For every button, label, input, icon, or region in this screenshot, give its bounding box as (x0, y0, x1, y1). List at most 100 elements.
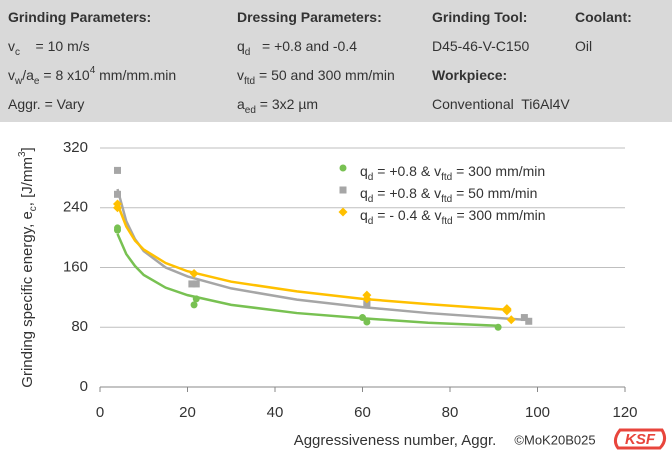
point (192, 295, 200, 303)
logo-text: KSF (625, 431, 656, 448)
subscript: ftd (441, 216, 452, 227)
point (114, 190, 121, 198)
trend-line (116, 188, 525, 322)
point (192, 280, 200, 288)
y-tick-label: 240 (63, 199, 88, 216)
point (359, 314, 366, 322)
header-line: Dressing Parameters: (237, 9, 382, 25)
text-part: Oil (575, 38, 592, 54)
x-axis-label: Aggressiveness number, Aggr. (294, 432, 497, 449)
header-line: Oil (575, 38, 592, 54)
point (502, 306, 512, 316)
point (113, 199, 122, 209)
text-part: Workpiece: (432, 67, 507, 83)
x-tick-label: 0 (96, 404, 104, 421)
x-tick-label: 80 (442, 404, 459, 421)
legend-label: qd = - 0.4 & vftd = 300 mm/min (360, 207, 546, 227)
superscript: 4 (90, 65, 96, 76)
point (362, 290, 372, 300)
point (114, 166, 121, 174)
text-part: ] (19, 147, 36, 151)
subscript: ftd (244, 76, 255, 87)
point (494, 323, 502, 331)
header-line: Grinding Tool: (432, 9, 527, 25)
point (190, 301, 198, 309)
x-tick-label: 20 (179, 404, 196, 421)
text-part: = 10 m/s (20, 38, 90, 54)
text-part: a (237, 96, 245, 112)
text-part: , [J/mm (19, 157, 36, 206)
text-part: = - 0.4 & v (373, 207, 441, 223)
point (506, 315, 516, 325)
subscript: c (28, 206, 39, 211)
text-part: = +0.8 & v (373, 185, 441, 201)
text-part: Grinding specific energy, e (19, 211, 36, 387)
trend-line (116, 233, 499, 328)
point (525, 317, 533, 325)
header-panel (0, 0, 672, 122)
text-part: q (360, 207, 368, 223)
text-part: Grinding Parameters: (8, 9, 151, 25)
text-part: v (8, 67, 15, 83)
header-line: aed = 3x2 µm (237, 96, 318, 116)
text-part: = 300 mm/min (452, 163, 545, 179)
subscript: ftd (441, 194, 452, 205)
text-part: Aggr. = Vary (8, 96, 84, 112)
text-part: Aggressiveness number, Aggr. (294, 432, 497, 449)
header-line: qd = +0.8 and -0.4 (237, 38, 357, 58)
header-line: Workpiece: (432, 67, 507, 83)
header-line: Conventional Ti6Al4V (432, 96, 570, 112)
subscript: ed (245, 105, 256, 116)
header-line: Grinding Parameters: (8, 9, 151, 25)
x-tick-label: 40 (267, 404, 284, 421)
subscript: d (368, 216, 374, 227)
point (363, 318, 371, 326)
text-part: = +0.8 and -0.4 (250, 38, 357, 54)
header-line: vc = 10 m/s (8, 38, 90, 58)
subscript: d (368, 194, 374, 205)
text-part: /a (22, 67, 34, 83)
text-part: = 300 mm/min (453, 207, 546, 223)
text-part: D45-46-V-C150 (432, 38, 529, 54)
legend-marker (339, 186, 347, 194)
y-tick-label: 320 (63, 139, 88, 156)
superscript: 3 (17, 151, 28, 157)
text-part: mm/mm.min (95, 67, 176, 83)
legend-label: qd = +0.8 & vftd = 50 mm/min (360, 185, 537, 205)
trend-line (116, 203, 512, 312)
text-part: Conventional Ti6Al4V (432, 96, 570, 112)
header-line: Aggr. = Vary (8, 96, 84, 112)
subscript: d (368, 172, 374, 183)
text-part: q (360, 163, 368, 179)
header-line: D45-46-V-C150 (432, 38, 529, 54)
subscript: w (14, 76, 23, 87)
legend-marker (338, 207, 348, 217)
footer: ©MoK20B025 (514, 432, 595, 447)
point (189, 268, 199, 278)
text-part: = 50 mm/min (452, 185, 537, 201)
text-part: Coolant: (575, 9, 632, 25)
subscript: e (34, 76, 40, 87)
text-part: q (360, 185, 368, 201)
point (114, 224, 121, 232)
x-tick-label: 100 (525, 404, 550, 421)
point (520, 314, 528, 322)
subscript: d (245, 47, 251, 58)
header-line: vw/ae = 8 x104 mm/mm.min (8, 65, 176, 87)
y-tick-label: 160 (63, 258, 88, 275)
text-part: = 8 x10 (39, 67, 89, 83)
text-part: v (237, 67, 244, 83)
text-part: Dressing Parameters: (237, 9, 382, 25)
x-tick-label: 120 (612, 404, 637, 421)
text-part: = 50 and 300 mm/min (255, 67, 395, 83)
y-tick-label: 0 (80, 378, 88, 395)
header-line: vftd = 50 and 300 mm/min (237, 67, 395, 87)
text-part: = +0.8 & v (373, 163, 441, 179)
header-line: Coolant: (575, 9, 632, 25)
logo: KSF (613, 428, 667, 450)
subscript: ftd (441, 172, 452, 183)
text-part: Grinding Tool: (432, 9, 527, 25)
text-part: = 3x2 µm (256, 96, 318, 112)
point (188, 280, 196, 288)
